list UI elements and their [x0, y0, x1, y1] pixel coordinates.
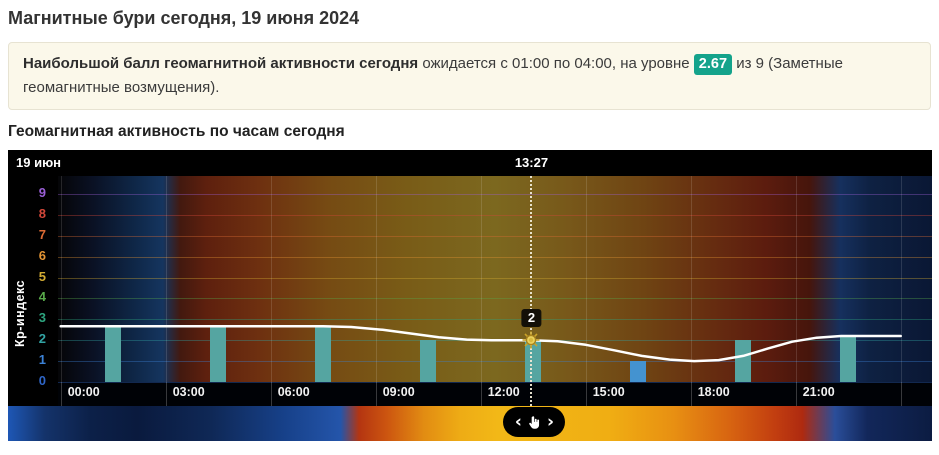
x-axis-separator [375, 382, 377, 406]
x-tick-label: 09:00 [382, 385, 415, 399]
kp-bar[interactable] [105, 326, 122, 382]
plot-area[interactable]: 00:00 03:00 06:00 09:00 12:00 15:00 18:00 21:00… [58, 176, 932, 406]
x-gridline [270, 176, 272, 382]
x-axis-separator [60, 382, 62, 406]
kp-bar[interactable] [210, 326, 227, 382]
chevron-right-icon[interactable]: › [546, 412, 554, 432]
chart-header: 19 июн 13:27 [8, 150, 932, 176]
kp-bar[interactable] [840, 336, 857, 382]
current-time-line [530, 176, 533, 406]
geomagnetic-chart[interactable]: 19 июн 13:27 00:00 03:00 06:00 09:00 12:00 15… [8, 150, 932, 441]
x-gridline [165, 176, 167, 382]
x-tick-label: 03:00 [172, 385, 205, 399]
y-axis-label: 1 [38, 352, 46, 368]
x-tick-label: 00:00 [67, 385, 100, 399]
hand-drag-icon [527, 415, 542, 430]
kp-bar[interactable] [420, 340, 437, 382]
y-gridline [58, 235, 932, 237]
kp-bar[interactable] [315, 326, 332, 382]
y-axis-label: 9 [38, 184, 46, 200]
y-axis-label: 8 [38, 205, 46, 221]
alert-text-after-value: из 9 (Заметные геомагнитные возмущения). [23, 55, 843, 96]
x-axis-strip [58, 382, 932, 406]
kp-value-badge: 2.67 [693, 54, 733, 75]
y-gridline [58, 340, 932, 342]
alert-lead-text: Наибольшой балл геомагнитной активности … [23, 55, 419, 72]
x-tick-label: 12:00 [487, 385, 520, 399]
chart-date-label: 19 июн [16, 155, 62, 170]
x-tick-label: 18:00 [697, 385, 730, 399]
x-axis-separator [690, 382, 692, 406]
x-axis-separator [900, 382, 902, 406]
x-gridline [900, 176, 902, 382]
kp-bar[interactable] [630, 361, 647, 382]
x-axis-separator [270, 382, 272, 406]
plot-background [58, 176, 932, 382]
y-axis-label: 3 [38, 310, 46, 326]
y-axis-label: 7 [38, 226, 46, 242]
x-axis-separator [480, 382, 482, 406]
x-axis-separator [585, 382, 587, 406]
x-gridline [585, 176, 587, 382]
x-gridline [690, 176, 692, 382]
y-axis-label: 6 [38, 247, 46, 263]
y-gridline [58, 361, 932, 363]
x-tick-label: 06:00 [277, 385, 310, 399]
x-gridline [60, 176, 62, 382]
y-gridline [58, 298, 932, 300]
y-gridline [58, 319, 932, 321]
x-gridline [480, 176, 482, 382]
y-axis-label: 2 [38, 331, 46, 347]
y-gridline [58, 214, 932, 216]
forecast-alert-box: Наибольшой балл геомагнитной активности … [8, 42, 931, 110]
chart-section-title: Геомагнитная активность по часам сегодня [8, 123, 345, 140]
x-tick-label: 15:00 [592, 385, 625, 399]
x-axis-separator [165, 382, 167, 406]
sun-marker-icon [522, 331, 540, 349]
y-gridline [58, 256, 932, 258]
y-axis-label: 0 [38, 373, 46, 388]
kp-bar[interactable] [735, 340, 752, 382]
drag-scrub-control[interactable]: ‹ › [503, 407, 566, 437]
x-axis-separator [795, 382, 797, 406]
page: Магнитные бури сегодня, 19 июня 2024 Наи… [8, 8, 932, 441]
current-time-label: 13:27 [514, 155, 549, 170]
x-gridline [375, 176, 377, 382]
day-night-strip [8, 406, 932, 441]
current-value-badge: 2 [521, 309, 542, 328]
y-axis-label: 4 [38, 289, 46, 305]
page-title: Магнитные бури сегодня, 19 июня 2024 [8, 8, 360, 28]
x-gridline [795, 176, 797, 382]
y-gridline [58, 193, 932, 195]
chevron-left-icon[interactable]: ‹ [514, 412, 522, 432]
y-axis-label: 5 [38, 268, 46, 284]
alert-text-before-value: ожидается с 01:00 по 04:00, на уровне [418, 55, 694, 72]
x-tick-label: 21:00 [802, 385, 835, 399]
y-gridline [58, 277, 932, 279]
y-gridline [58, 382, 932, 383]
